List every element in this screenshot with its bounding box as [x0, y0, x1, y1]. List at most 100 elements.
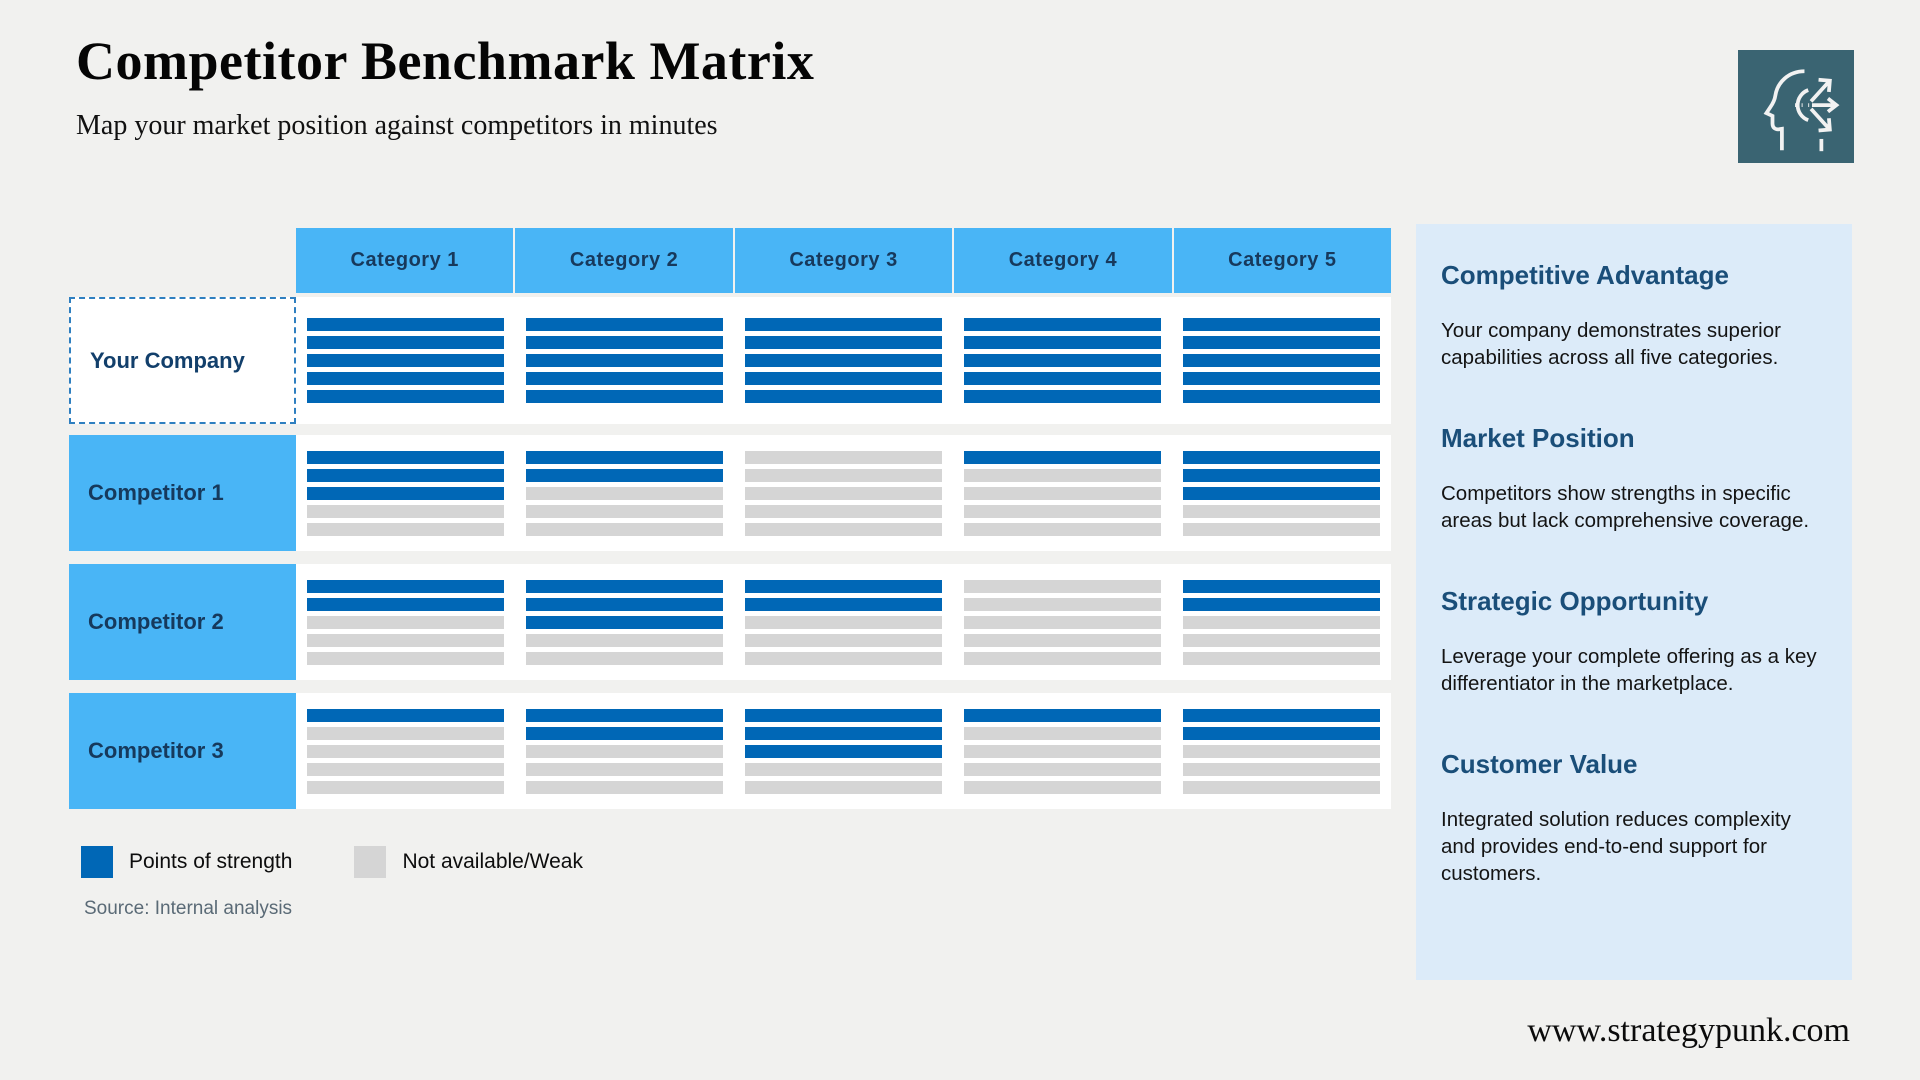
strength-bar — [745, 579, 942, 593]
strength-bar — [964, 450, 1161, 464]
weak-bar — [745, 486, 942, 500]
weak-bar — [526, 651, 723, 665]
strength-bar — [526, 708, 723, 722]
strength-bar — [745, 726, 942, 740]
weak-bar — [526, 486, 723, 500]
weak-bar — [1183, 651, 1380, 665]
strength-bar — [964, 372, 1161, 385]
weak-bar — [526, 633, 723, 647]
sidebar-heading-1: Competitive Advantage — [1441, 260, 1729, 290]
strength-bar — [307, 354, 504, 367]
weak-bar — [745, 615, 942, 629]
column-header-3: Category 3 — [734, 228, 953, 293]
weak-bar — [964, 486, 1161, 500]
weak-bar — [964, 615, 1161, 629]
head-arrows-glyph — [1763, 68, 1840, 151]
weak-bar — [964, 762, 1161, 776]
weak-bar — [964, 504, 1161, 518]
matrix-cell-your-company-cat2 — [515, 297, 734, 424]
strength-bar — [1183, 318, 1380, 331]
strength-bar — [1183, 579, 1380, 593]
source-note: Source: Internal analysis — [84, 898, 293, 919]
strength-bar — [964, 390, 1161, 403]
matrix-rows: Your Company Competitor 1 Competitor 2 Comp… — [69, 297, 1391, 809]
legend-swatch-strength — [81, 846, 113, 878]
weak-bar — [526, 522, 723, 536]
row-strip — [296, 693, 1391, 809]
matrix-cell-competitor-3-cat1 — [296, 693, 515, 809]
strength-bar — [964, 354, 1161, 367]
weak-bar — [745, 522, 942, 536]
weak-bar — [745, 780, 942, 794]
weak-bar — [307, 744, 504, 758]
weak-bar — [745, 762, 942, 776]
matrix-cell-competitor-1-cat4 — [953, 435, 1172, 551]
strength-bar — [526, 372, 723, 385]
page-header: Competitor Benchmark Matrix Map your mar… — [76, 30, 814, 142]
weak-bar — [964, 651, 1161, 665]
strength-bar — [526, 579, 723, 593]
row-strip — [296, 435, 1391, 551]
weak-bar — [307, 780, 504, 794]
legend-label: Points of strength — [129, 850, 293, 873]
weak-bar — [1183, 780, 1380, 794]
strength-bar — [745, 336, 942, 349]
strength-bar — [307, 486, 504, 500]
matrix-cell-competitor-2-cat3 — [734, 564, 953, 680]
table-row: Competitor 3 — [69, 693, 1391, 809]
strength-bar — [745, 390, 942, 403]
weak-bar — [526, 762, 723, 776]
weak-bar — [964, 468, 1161, 482]
strength-bar — [526, 615, 723, 629]
page-subtitle: Map your market position against competi… — [76, 110, 718, 141]
weak-bar — [1183, 762, 1380, 776]
matrix-cell-competitor-1-cat5 — [1172, 435, 1391, 551]
matrix-cell-your-company-cat3 — [734, 297, 953, 424]
strength-bar — [964, 336, 1161, 349]
row-strip — [296, 564, 1391, 680]
matrix-cell-competitor-3-cat4 — [953, 693, 1172, 809]
column-header-4: Category 4 — [954, 228, 1172, 293]
weak-bar — [307, 522, 504, 536]
benchmark-matrix: Category 1 Category 2 Category 3 Category 4… — [69, 228, 1392, 822]
sidebar-body-4: Integrated solution reduces complexity a… — [1441, 808, 1791, 886]
strength-bar — [745, 354, 942, 367]
matrix-header-row: Category 1 Category 2 Category 3 Category 4… — [296, 228, 1392, 293]
strength-bar — [745, 597, 942, 611]
matrix-cell-competitor-2-cat5 — [1172, 564, 1391, 680]
legend-item: Points of strength — [81, 846, 292, 878]
matrix-cell-competitor-2-cat2 — [515, 564, 734, 680]
row-label: Competitor 3 — [69, 693, 296, 809]
strength-bar — [745, 318, 942, 331]
strength-bar — [307, 597, 504, 611]
strength-bar — [745, 708, 942, 722]
matrix-cell-competitor-2-cat1 — [296, 564, 515, 680]
sidebar-body-2: Competitors show strengths in specific a… — [1441, 482, 1810, 533]
strength-bar — [526, 597, 723, 611]
strength-bar — [1183, 390, 1380, 403]
strength-bar — [307, 318, 504, 331]
weak-bar — [964, 579, 1161, 593]
strength-bar — [1183, 708, 1380, 722]
sidebar-heading-2: Market Position — [1441, 423, 1635, 454]
weak-bar — [745, 651, 942, 665]
strength-bar — [526, 468, 723, 482]
weak-bar — [1183, 744, 1380, 758]
row-label: Competitor 2 — [69, 564, 296, 680]
matrix-cell-your-company-cat1 — [296, 297, 515, 424]
weak-bar — [526, 744, 723, 758]
strength-bar — [526, 354, 723, 367]
sidebar-body-1: Your company demonstrates superior capab… — [1441, 319, 1781, 370]
strength-bar — [307, 708, 504, 722]
legend-swatch-weak — [354, 846, 387, 878]
row-strip — [296, 297, 1391, 424]
weak-bar — [745, 468, 942, 482]
weak-bar — [526, 504, 723, 518]
weak-bar — [964, 597, 1161, 611]
strategic-thinking-icon — [1738, 50, 1854, 163]
page-title: Competitor Benchmark Matrix — [76, 31, 815, 91]
strength-bar — [526, 450, 723, 464]
strength-bar — [1183, 726, 1380, 740]
strength-bar — [307, 390, 504, 403]
